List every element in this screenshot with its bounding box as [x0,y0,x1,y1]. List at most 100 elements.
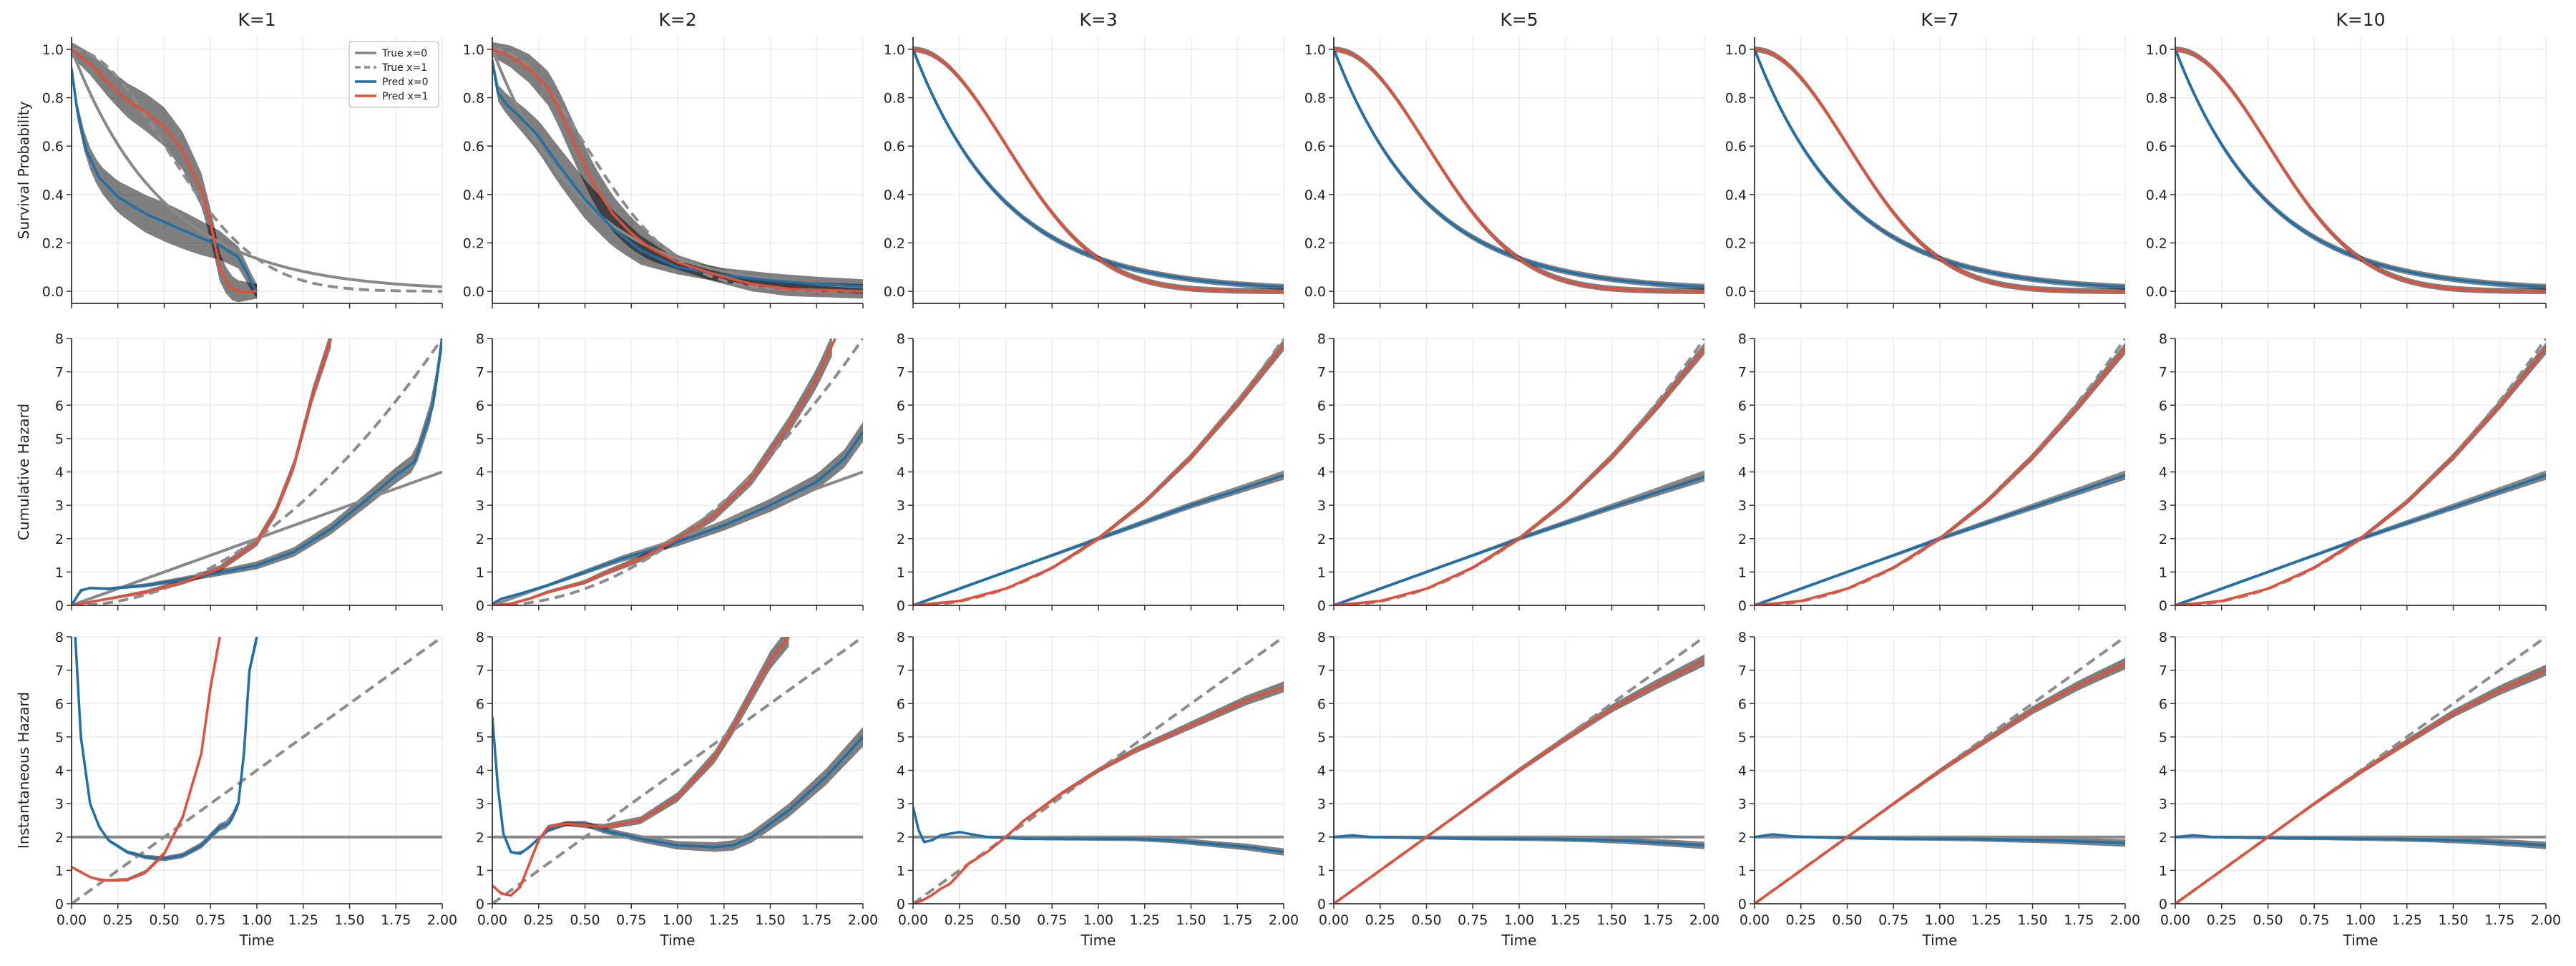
y-axis-label: Instantaneous Hazard [15,692,32,849]
y-axis-label: Survival Probability [15,101,32,239]
x-tick-label: 1.75 [1643,912,1673,928]
true-x1-line [1334,338,1704,605]
plot-area [913,338,1284,605]
y-tick-label: 2 [897,830,905,846]
y-tick-label: 8 [897,331,905,347]
legend-label: Pred x=1 [382,91,429,102]
pred_x1-band [913,681,1284,904]
panel-r2-c0: 0 1 2 3 4 5 6 7 8 0.00 0.25 0.50 0.75 1.00 1.25 1.50 1.7… [15,630,457,949]
legend-label: True x=0 [381,48,427,59]
y-tick-label: 7 [55,365,64,381]
x-axis-label: Time [660,932,696,949]
y-tick-label: 2 [2159,830,2167,846]
x-tick-label: 1.25 [288,912,318,928]
legend: True x=0 True x=1 Pred x=0 Pred x=1 [348,41,439,108]
x-tick-label: 1.00 [1925,912,1955,928]
y-tick-label: 0.2 [1725,235,1747,251]
x-tick-label: 1.50 [1176,912,1206,928]
pred-x0-line [492,61,863,288]
y-tick-label: 1 [897,863,905,879]
x-tick-label: 1.00 [1504,912,1534,928]
x-tick-label: 0.75 [1458,912,1488,928]
y-tick-label: 2 [897,532,905,547]
plot-area [492,637,863,904]
x-tick-label: 0.25 [524,912,554,928]
y-tick-label: 1 [2159,565,2167,580]
y-tick-label: 8 [476,331,484,347]
y-tick-label: 0 [897,897,905,912]
y-tick-label: 0.8 [463,91,484,107]
x-axis-label: Time [239,932,275,949]
pred-x1-line [1334,659,1704,904]
y-tick-label: 6 [897,398,905,414]
panel-title: K=5 [1500,9,1538,30]
panel-r2-c5: 0 1 2 3 4 5 6 7 8 0.00 0.25 0.50 0.75 1.00 1.25 1.50 1.7… [2159,630,2561,949]
x-tick-label: 2.00 [1269,912,1299,928]
plot-area [2175,338,2546,605]
y-tick-label: 0.0 [1304,284,1326,300]
y-tick-label: 1.0 [884,42,905,58]
y-tick-label: 7 [1738,663,1747,679]
y-tick-label: 7 [476,663,484,679]
plot-area [1334,46,1704,295]
y-tick-label: 0.2 [884,235,905,251]
y-tick-label: 2 [476,830,484,846]
x-tick-label: 0.00 [1319,912,1349,928]
plot-area [913,46,1284,295]
pred-x1-line [2175,668,2546,904]
y-tick-label: 4 [2159,763,2167,779]
pred_x0-band [492,716,863,855]
y-tick-label: 0.4 [2146,187,2167,203]
x-tick-label: 2.00 [2531,912,2561,928]
x-axis-label: Time [1501,932,1537,949]
panel-r0-c1: 0.0 0.2 0.4 0.6 0.8 1.0 K=2 [463,9,864,308]
pred_x1-band [2175,664,2546,904]
y-tick-label: 0.4 [1304,187,1326,203]
y-tick-label: 1 [55,863,64,879]
pred-x0-line [492,431,863,605]
y-tick-label: 6 [1738,398,1747,414]
true-x0-line [72,470,442,605]
x-tick-label: 2.00 [427,912,457,928]
plot-area [1334,338,1704,605]
x-tick-label: 2.00 [1689,912,1719,928]
y-tick-label: 5 [2159,730,2167,746]
panel-r0-c4: 0.0 0.2 0.4 0.6 0.8 1.0 K=7 [1725,9,2126,308]
pred_x0-band [913,806,1284,856]
y-tick-label: 2 [55,532,64,547]
y-tick-label: 0 [1317,897,1326,912]
y-tick-label: 0.0 [2146,284,2167,300]
pred-x1-line [913,344,1284,605]
true-x1-line [2175,637,2546,904]
y-tick-label: 6 [476,398,484,414]
x-tick-label: 0.50 [149,912,179,928]
x-axis-label: Time [1080,932,1116,949]
y-tick-label: 0.2 [1304,235,1326,251]
y-tick-label: 4 [897,763,905,779]
x-tick-label: 1.75 [2484,912,2514,928]
y-tick-label: 0.6 [1725,139,1747,155]
pred-x1-line [492,48,863,293]
panel-r1-c5: 0 1 2 3 4 5 6 7 8 [2159,331,2547,614]
y-tick-label: 5 [897,431,905,447]
legend-label: Pred x=0 [382,77,429,88]
x-tick-label: 0.00 [898,912,928,928]
x-tick-label: 0.50 [2253,912,2283,928]
y-tick-label: 6 [2159,696,2167,712]
y-tick-label: 7 [1317,663,1326,679]
x-tick-label: 0.00 [1740,912,1770,928]
y-tick-label: 0 [2159,897,2167,912]
x-tick-label: 0.50 [1832,912,1862,928]
y-tick-label: 2 [476,532,484,547]
y-tick-label: 4 [1317,763,1326,779]
x-tick-label: 1.50 [2017,912,2047,928]
panel-r1-c4: 0 1 2 3 4 5 6 7 8 [1738,331,2126,614]
y-tick-label: 0 [1317,598,1326,614]
y-tick-label: 4 [1317,465,1326,481]
y-tick-label: 7 [1317,365,1326,381]
y-tick-label: 0.8 [2146,91,2167,107]
y-tick-label: 0 [476,897,484,912]
panel-r2-c4: 0 1 2 3 4 5 6 7 8 0.00 0.25 0.50 0.75 1.00 1.25 1.50 1.7… [1738,630,2140,949]
x-tick-label: 1.50 [755,912,785,928]
y-tick-label: 0.8 [884,91,905,107]
